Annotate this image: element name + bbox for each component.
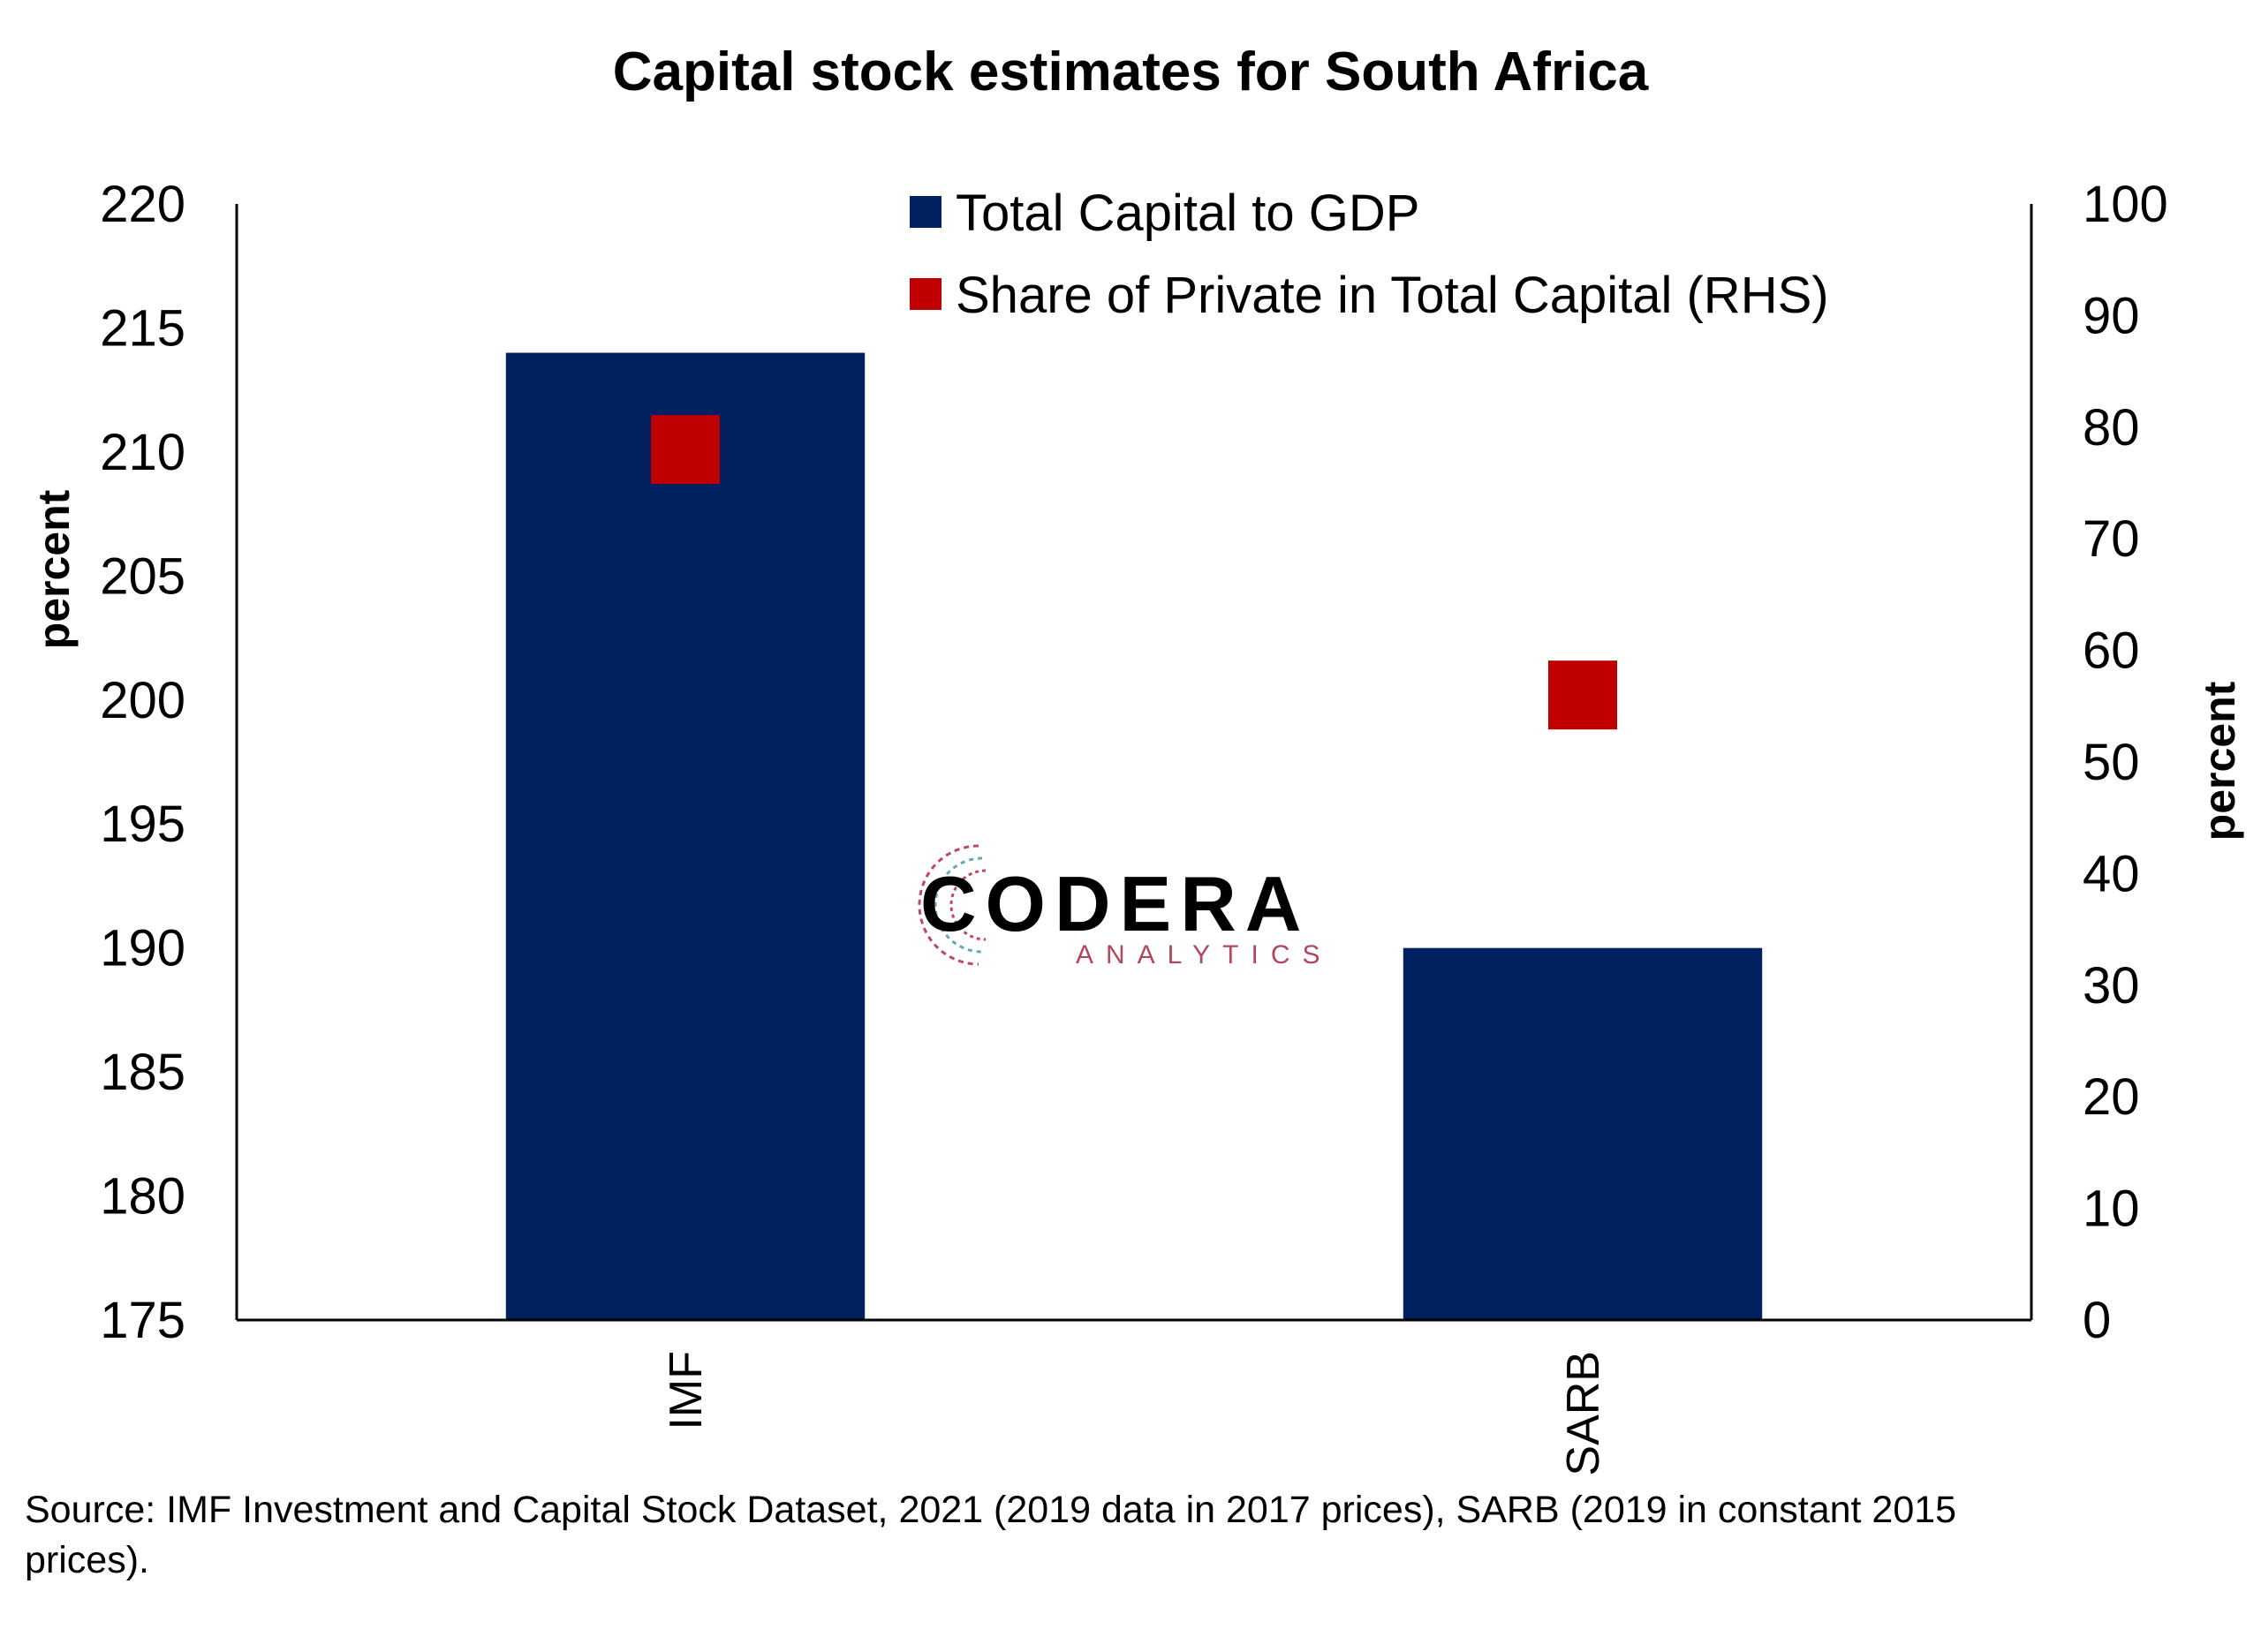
legend-swatch-private-share [910, 278, 941, 310]
category-labels: IMF SARB [661, 1351, 1609, 1476]
category-label-sarb: SARB [1558, 1351, 1609, 1476]
marker-sarb [1548, 660, 1617, 730]
left-tick-label: 195 [100, 796, 185, 853]
right-tick-label: 0 [2083, 1292, 2111, 1349]
legend-label-total-capital: Total Capital to GDP [956, 185, 1419, 242]
left-tick-label: 175 [100, 1292, 185, 1349]
left-tick-label: 220 [100, 176, 185, 233]
bar-imf [505, 352, 866, 1320]
source-note-line-1: Source: IMF Investment and Capital Stock… [25, 1489, 1956, 1531]
marker-imf [651, 415, 720, 485]
source-note: Source: IMF Investment and Capital Stock… [25, 1489, 1956, 1581]
logo-tagline: ANALYTICS [1076, 940, 1333, 969]
marker-series [651, 415, 1617, 730]
left-axis-label: percent [29, 489, 79, 649]
category-label-imf: IMF [661, 1351, 712, 1430]
left-tick-label: 215 [100, 299, 185, 357]
right-tick-label: 50 [2083, 734, 2140, 791]
left-tick-label: 180 [100, 1168, 185, 1226]
codera-logo: CODERA ANALYTICS [918, 844, 1333, 969]
left-axis-ticks: 175 180 185 190 195 200 205 210 215 220 [100, 176, 185, 1349]
right-tick-label: 80 [2083, 399, 2140, 456]
right-tick-label: 60 [2083, 622, 2140, 680]
legend-label-private-share: Share of Private in Total Capital (RHS) [956, 267, 1829, 324]
source-note-line-2: prices). [25, 1539, 149, 1581]
right-tick-label: 100 [2083, 176, 2168, 233]
right-tick-label: 90 [2083, 287, 2140, 344]
right-tick-label: 40 [2083, 845, 2140, 902]
left-tick-label: 190 [100, 920, 185, 977]
right-tick-label: 10 [2083, 1181, 2140, 1238]
left-tick-label: 210 [100, 424, 185, 481]
left-tick-label: 200 [100, 672, 185, 729]
right-tick-label: 30 [2083, 957, 2140, 1015]
right-axis-ticks: 0 10 20 30 40 50 60 70 80 90 100 [2083, 176, 2168, 1349]
right-tick-label: 70 [2083, 510, 2140, 568]
chart-title: Capital stock estimates for South Africa [613, 41, 1649, 102]
right-tick-label: 20 [2083, 1068, 2140, 1126]
left-tick-label: 185 [100, 1044, 185, 1101]
logo-name: CODERA [920, 860, 1310, 947]
bar-series [505, 352, 1763, 1320]
right-axis-label: percent [2195, 681, 2244, 841]
bar-sarb [1403, 947, 1763, 1320]
logo-ring-icon [918, 844, 987, 966]
legend: Total Capital to GDP Share of Private in … [910, 185, 1829, 324]
legend-swatch-total-capital [910, 196, 941, 228]
left-tick-label: 205 [100, 547, 185, 605]
